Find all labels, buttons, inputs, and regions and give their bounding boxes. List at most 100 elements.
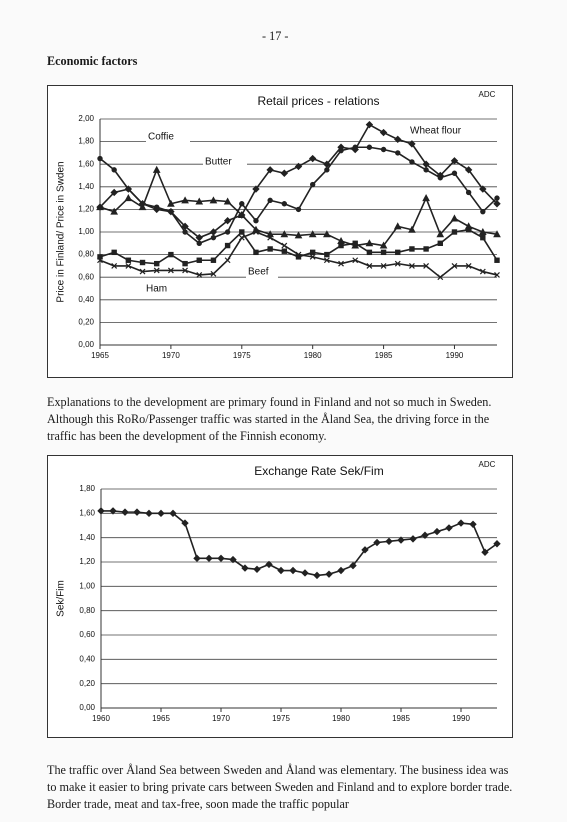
marker [337,143,345,151]
y-tick-label: 2,00 [78,114,94,123]
marker [380,146,387,153]
marker [223,197,232,205]
series-label: Wheat flour [410,126,462,137]
marker [124,185,133,193]
marker [479,268,486,275]
y-tick-label: 0,20 [78,318,94,327]
marker [379,128,388,137]
marker [323,257,330,264]
marker [153,267,160,274]
y-tick-label: 1,60 [78,159,94,168]
marker [349,561,357,570]
marker [167,207,175,216]
marker [423,262,430,269]
marker [313,571,321,580]
marker [239,201,245,207]
marker [97,257,103,264]
marker [195,233,203,242]
y-axis-label: Sek/Fim [56,580,67,617]
marker [253,565,261,574]
y-tick-label: 0,40 [79,654,95,663]
marker [111,249,117,256]
marker [366,249,373,256]
marker [380,262,387,269]
marker [451,229,458,235]
y-tick-label: 1,80 [79,484,95,493]
marker [325,570,333,578]
marker [167,199,175,207]
marker [196,240,202,247]
marker [481,548,489,556]
marker [323,230,331,238]
y-tick-label: 0,00 [79,703,95,712]
y-tick-label: 0,40 [78,295,94,304]
y-tick-label: 0,00 [78,340,94,349]
marker [210,234,217,241]
marker [238,211,246,219]
marker [465,189,472,196]
marker [97,507,105,515]
marker [125,262,132,269]
marker [181,519,189,527]
marker [337,566,345,575]
marker [464,166,473,174]
marker [111,262,118,269]
marker [281,242,288,249]
marker [494,195,500,201]
x-tick-label: 1970 [212,714,230,723]
marker [423,246,429,252]
marker [196,272,203,278]
marker [267,234,274,241]
marker [445,524,453,532]
marker [324,167,330,173]
marker [409,159,415,165]
marker [409,246,415,252]
marker [205,554,213,563]
marker [121,508,129,516]
marker [352,257,359,264]
label-bg [144,282,170,296]
marker [139,268,146,275]
paragraph: Explanations to the development are prim… [47,395,492,443]
chart: Exchange Rate Sek/Fim ADC Sek/Fim 0,00 0,20 0… [47,455,513,738]
marker [289,566,297,575]
marker [408,225,416,233]
marker [469,520,477,528]
marker [294,231,303,239]
marker [267,197,273,204]
marker [281,248,288,254]
marker [253,229,259,235]
x-tick-label: 1980 [332,714,350,723]
series-label: Beef [248,267,269,278]
marker [229,555,237,564]
label-bg [408,124,482,138]
series-label: Ham [146,284,167,295]
heading: Economic factors [47,54,138,68]
marker [125,257,132,263]
chart-frame [47,85,513,378]
marker [210,257,217,263]
y-tick-label: 1,40 [79,533,95,542]
marker [408,140,416,148]
marker [294,162,303,171]
x-tick-label: 1990 [446,351,464,360]
marker [209,196,218,204]
marker [238,234,245,241]
marker [97,155,103,162]
marker [252,185,260,193]
marker [393,222,402,230]
marker [395,249,401,256]
marker [437,274,444,281]
marker [265,560,273,569]
marker [437,240,443,247]
marker [168,251,174,258]
y-tick-label: 1,20 [79,557,95,566]
marker [195,197,204,205]
marker [280,230,289,238]
marker [97,254,103,260]
marker [267,246,273,252]
marker [493,230,501,238]
marker [436,230,445,238]
marker [241,564,249,572]
marker [253,249,259,256]
